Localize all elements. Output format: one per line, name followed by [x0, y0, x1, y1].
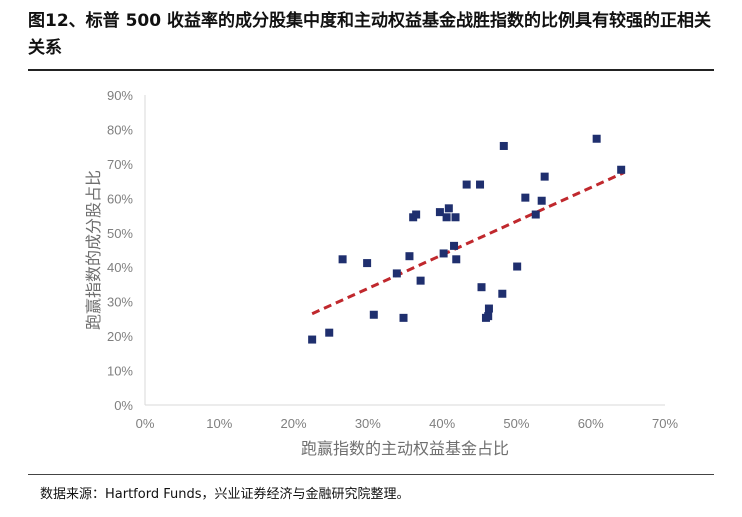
y-tick-label: 60% [107, 191, 133, 206]
x-tick-label: 40% [429, 416, 455, 431]
x-tick-label: 30% [355, 416, 381, 431]
x-tick-labels: 0% 10% 20% 30% 40% 50% 60% 70% [136, 416, 679, 431]
data-points [308, 134, 626, 344]
title-divider [28, 69, 714, 71]
data-point [451, 213, 460, 222]
trend-line [311, 171, 625, 316]
data-point [498, 289, 507, 298]
figure-title: 图12、标普 500 收益率的成分股集中度和主动权益基金战胜指数的比例具有较强的… [28, 11, 711, 58]
y-tick-label: 10% [107, 364, 133, 379]
data-point [531, 210, 540, 219]
data-point [484, 312, 493, 321]
y-tick-label: 0% [114, 398, 133, 413]
data-point [392, 269, 401, 278]
data-point [499, 141, 508, 150]
y-tick-label: 30% [107, 295, 133, 310]
data-point [540, 172, 549, 181]
data-point [363, 259, 372, 268]
data-point [592, 134, 601, 143]
data-point [513, 262, 522, 271]
data-point [435, 208, 444, 217]
y-tick-labels: 0% 10% 20% 30% 40% 50% 60% 70% 80% 90% [107, 88, 133, 413]
data-point [416, 276, 425, 285]
x-tick-label: 70% [652, 416, 678, 431]
y-tick-label: 80% [107, 122, 133, 137]
x-tick-label: 50% [503, 416, 529, 431]
data-point [537, 196, 546, 205]
x-axis-title: 跑赢指数的主动权益基金占比 [301, 439, 509, 458]
data-point [442, 213, 451, 222]
x-tick-label: 20% [281, 416, 307, 431]
data-point [462, 180, 471, 189]
data-point [412, 210, 421, 219]
x-tick-label: 60% [578, 416, 604, 431]
data-point [338, 255, 347, 264]
data-point [439, 249, 448, 258]
data-point [369, 310, 378, 319]
data-point [484, 304, 493, 313]
data-point [521, 193, 530, 202]
data-point [308, 335, 317, 344]
data-point [399, 313, 408, 322]
y-tick-label: 40% [107, 260, 133, 275]
x-tick-label: 10% [206, 416, 232, 431]
y-tick-label: 90% [107, 88, 133, 103]
y-tick-label: 70% [107, 157, 133, 172]
data-point [477, 283, 486, 292]
data-point [450, 241, 459, 250]
y-tick-label: 20% [107, 329, 133, 344]
data-point [325, 328, 334, 337]
x-tick-label: 0% [136, 416, 155, 431]
data-point [405, 252, 414, 261]
source-divider [28, 474, 714, 475]
source-note: 数据来源：Hartford Funds，兴业证券经济与金融研究院整理。 [40, 487, 410, 502]
data-point [444, 204, 453, 213]
data-point [452, 255, 461, 264]
data-point [476, 180, 485, 189]
y-tick-label: 50% [107, 226, 133, 241]
y-axis-title: 跑赢指数的成分股占比 [84, 170, 103, 330]
data-point [617, 165, 626, 174]
